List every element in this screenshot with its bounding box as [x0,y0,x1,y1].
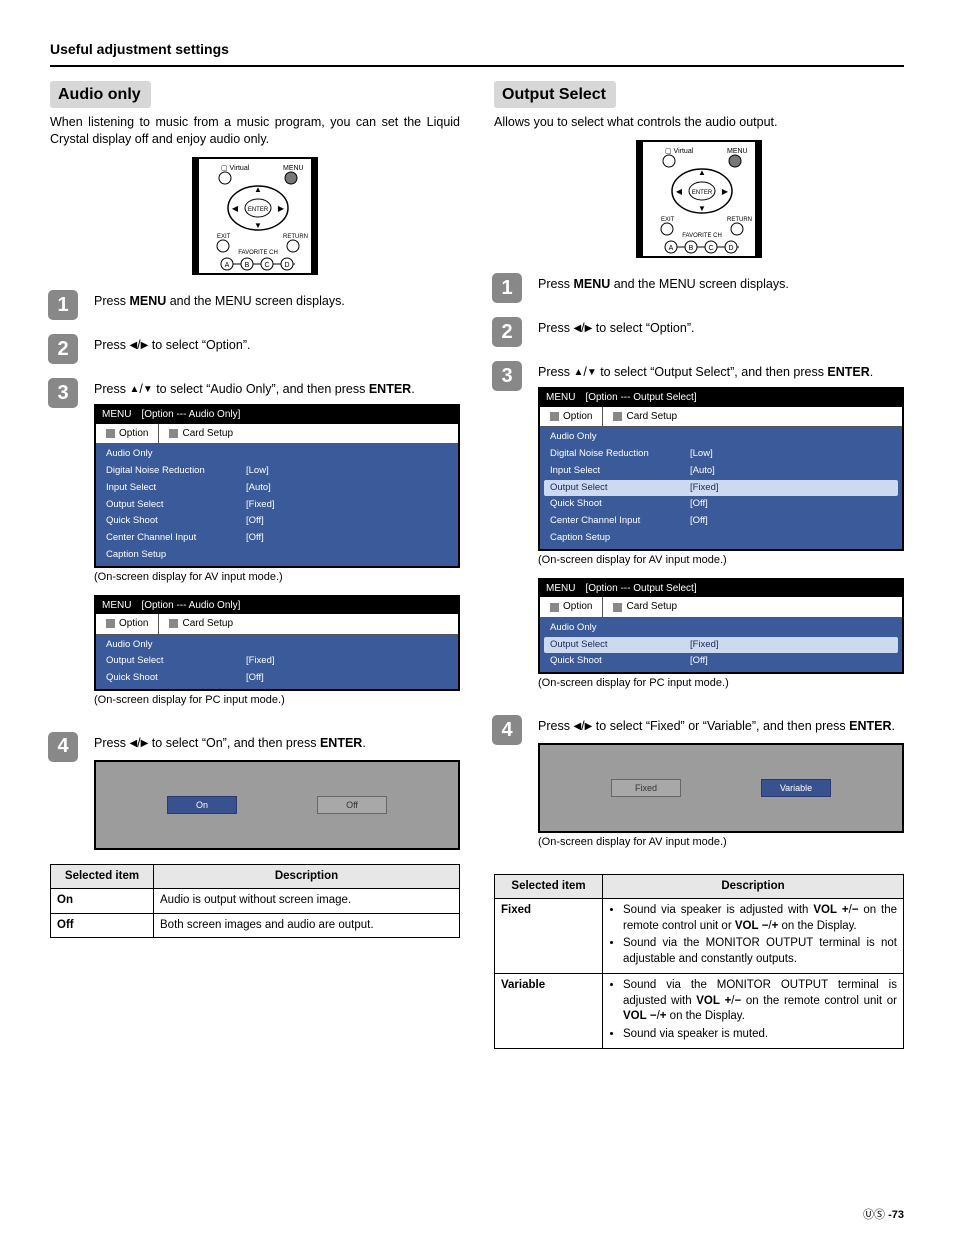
svg-text:D: D [284,262,289,269]
svg-text:D: D [728,245,733,252]
svg-text:◀: ◀ [676,187,683,196]
on-off-selector: On Off [94,760,460,850]
caption: (On-screen display for AV input mode.) [538,553,904,568]
svg-text:C: C [708,245,713,252]
svg-text:MENU: MENU [727,148,748,155]
step-number: 2 [492,317,522,347]
svg-text:A: A [669,245,674,252]
right-step-3: 3 Press ▲/▼ to select “Output Select”, a… [494,361,904,701]
left-step-3: 3 Press ▲/▼ to select “Audio Only”, and … [50,378,460,718]
svg-text:EXIT: EXIT [217,234,231,240]
menu-screenshot-pc: MENU [Option --- Output Select] OptionCa… [538,578,904,674]
svg-text:EXIT: EXIT [661,217,675,223]
right-step-1: 1 Press MENU and the MENU screen display… [494,273,904,303]
fixed-variable-selector: Fixed Variable [538,743,904,833]
right-column: Output Select Allows you to select what … [494,81,904,1050]
left-step-1: 1 Press MENU and the MENU screen display… [50,290,460,320]
left-step-4: 4 Press ◀/▶ to select “On”, and then pre… [50,732,460,850]
right-step-4: 4 Press ◀/▶ to select “Fixed” or “Variab… [494,715,904,860]
step-text: Press ◀/▶ to select “Fixed” or “Variable… [538,715,904,860]
step-text: Press MENU and the MENU screen displays. [538,273,904,293]
svg-text:▼: ▼ [698,204,706,213]
step-text: Press ▲/▼ to select “Output Select”, and… [538,361,904,701]
option-off: Off [317,796,387,814]
svg-text:ENTER: ENTER [692,190,713,196]
svg-text:FAVORITE CH: FAVORITE CH [238,250,278,256]
audio-only-title: Audio only [50,81,151,109]
section-header: Useful adjustment settings [50,40,904,59]
step-number: 2 [48,334,78,364]
menu-screenshot-av: MENU [Option --- Audio Only] OptionCard … [94,404,460,568]
svg-text:▢ Virtual: ▢ Virtual [221,165,250,172]
step-number: 3 [48,378,78,408]
step-number: 1 [48,290,78,320]
svg-text:A: A [225,262,230,269]
svg-text:▢ Virtual: ▢ Virtual [665,148,694,155]
remote-diagram: ▢ Virtual MENU ENTER ▲ ▼ ◀ ▶ EXIT RETURN F… [175,156,335,276]
menu-screenshot-pc: MENU [Option --- Audio Only] OptionCard … [94,595,460,691]
caption: (On-screen display for PC input mode.) [94,693,460,708]
svg-text:RETURN: RETURN [727,217,752,223]
step-number: 1 [492,273,522,303]
caption: (On-screen display for AV input mode.) [94,570,460,585]
left-step-2: 2 Press ◀/▶ to select “Option”. [50,334,460,364]
output-select-title: Output Select [494,81,616,109]
step-text: Press MENU and the MENU screen displays. [94,290,460,310]
audio-only-table: Selected itemDescription OnAudio is outp… [50,864,460,939]
svg-text:B: B [245,262,250,269]
step-text: Press ◀/▶ to select “Option”. [538,317,904,337]
audio-only-intro: When listening to music from a music pro… [50,114,460,148]
svg-text:◀: ◀ [232,204,239,213]
remote-diagram: ▢ Virtual MENU ENTER ▲ ▼ ◀ ▶ EXIT RETURN F… [619,139,779,259]
svg-text:▲: ▲ [698,168,706,177]
svg-text:MENU: MENU [283,165,304,172]
svg-text:▼: ▼ [254,221,262,230]
svg-text:▶: ▶ [722,187,729,196]
option-fixed: Fixed [611,779,681,797]
step-number: 4 [492,715,522,745]
caption: (On-screen display for PC input mode.) [538,676,904,691]
step-text: Press ◀/▶ to select “On”, and then press… [94,732,460,850]
output-select-table: Selected itemDescription Fixed Sound via… [494,874,904,1050]
step-number: 4 [48,732,78,762]
svg-text:RETURN: RETURN [283,234,308,240]
svg-text:B: B [689,245,694,252]
caption: (On-screen display for AV input mode.) [538,835,904,850]
svg-text:▲: ▲ [254,185,262,194]
svg-text:▶: ▶ [278,204,285,213]
menu-screenshot-av: MENU [Option --- Output Select] OptionCa… [538,387,904,551]
output-select-intro: Allows you to select what controls the a… [494,114,904,131]
right-step-2: 2 Press ◀/▶ to select “Option”. [494,317,904,347]
svg-text:FAVORITE CH: FAVORITE CH [682,233,722,239]
step-number: 3 [492,361,522,391]
option-on: On [167,796,237,814]
svg-text:ENTER: ENTER [248,207,269,213]
page-number: ⓊⓈ -73 [863,1208,904,1223]
svg-text:C: C [264,262,269,269]
step-text: Press ◀/▶ to select “Option”. [94,334,460,354]
option-variable: Variable [761,779,831,797]
step-text: Press ▲/▼ to select “Audio Only”, and th… [94,378,460,718]
divider [50,65,904,67]
left-column: Audio only When listening to music from … [50,81,460,1050]
